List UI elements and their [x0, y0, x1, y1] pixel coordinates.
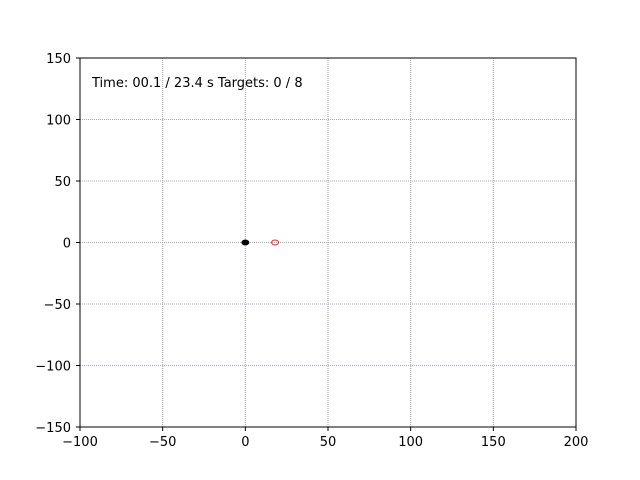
- y-tick-label: 50: [54, 175, 71, 190]
- y-tick-label: 100: [46, 114, 71, 129]
- y-tick-label: 0: [63, 237, 71, 252]
- y-tick-label: −50: [44, 298, 71, 313]
- x-tick-label: 100: [398, 435, 423, 450]
- player-marker: [241, 239, 250, 246]
- y-tick-label: −100: [35, 360, 71, 375]
- x-tick-label: 0: [241, 435, 249, 450]
- x-tick-label: 50: [320, 435, 337, 450]
- y-tick-label: −150: [35, 421, 71, 436]
- x-tick-label: 200: [564, 435, 589, 450]
- y-tick-label: 150: [46, 52, 71, 67]
- x-tick-label: 150: [481, 435, 506, 450]
- x-tick-label: −50: [149, 435, 176, 450]
- data-markers: [241, 239, 280, 246]
- target-marker: [271, 239, 280, 246]
- status-text: Time: 00.1 / 23.4 s Targets: 0 / 8: [91, 76, 303, 91]
- x-tick-label: −100: [62, 435, 98, 450]
